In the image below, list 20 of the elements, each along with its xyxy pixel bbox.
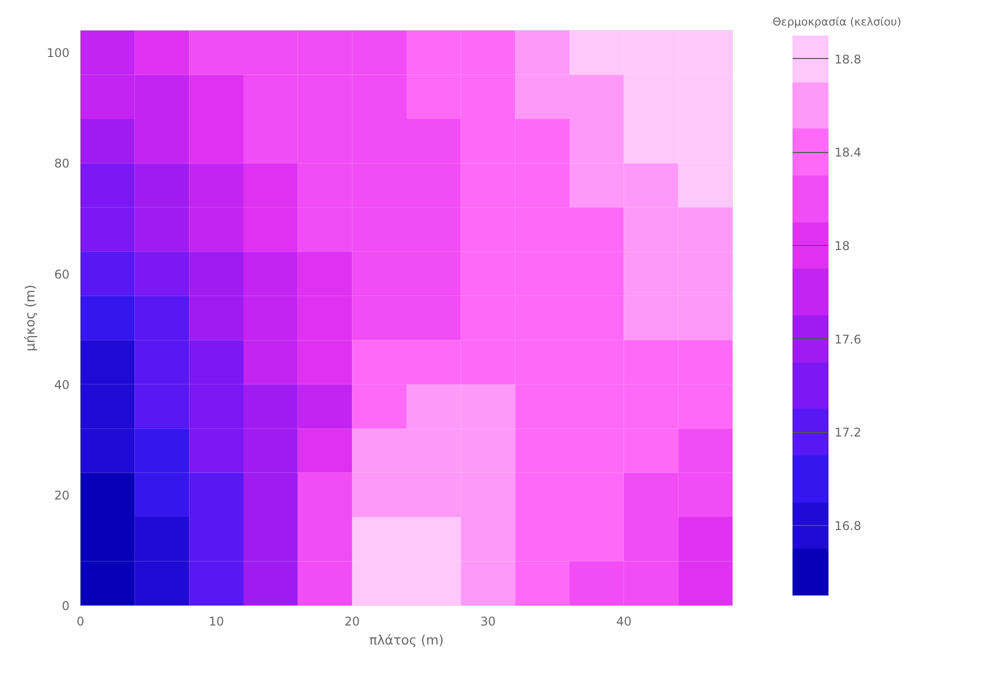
y-tick-label: 0 xyxy=(62,599,70,613)
x-axis-title: πλάτος (m) xyxy=(369,634,444,648)
color-bar-label: 16.8 xyxy=(834,519,862,533)
x-tick-label: 40 xyxy=(616,614,632,628)
y-tick-label: 60 xyxy=(54,267,70,282)
color-bar-label: 17.6 xyxy=(834,332,862,346)
y-tick-label: 100 xyxy=(46,46,70,60)
color-bar-title: Θερμοκρασία (κελσίου) xyxy=(772,16,902,28)
color-bar-label: 17.2 xyxy=(834,426,862,440)
color-bar-label: 18.8 xyxy=(834,52,862,66)
y-tick-label: 20 xyxy=(54,488,70,502)
x-tick-label: 10 xyxy=(208,614,224,628)
color-bar-label: 18.4 xyxy=(834,146,862,160)
y-tick-label: 40 xyxy=(54,378,70,392)
y-axis-title: μήκος (m) xyxy=(24,284,39,352)
y-tick-label: 80 xyxy=(54,156,70,171)
color-bar-label: 18 xyxy=(834,239,850,253)
x-tick-label: 0 xyxy=(76,614,84,628)
x-tick-label: 30 xyxy=(480,614,496,628)
x-tick-label: 20 xyxy=(344,614,360,628)
